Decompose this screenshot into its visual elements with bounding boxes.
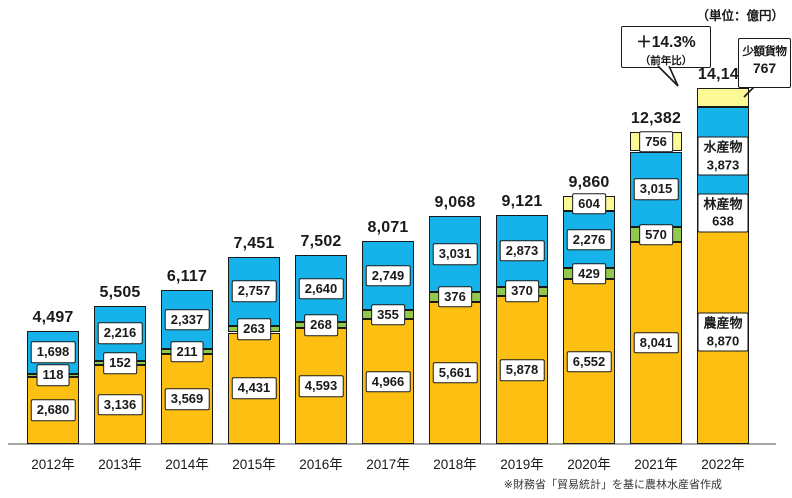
unit-label: （単位：億円） xyxy=(696,9,784,23)
x-axis-tick-2012年: 2012年 xyxy=(31,457,75,472)
small-parcel-value: 767 xyxy=(752,60,777,76)
segment-value-label-fish-2014年: 2,337 xyxy=(164,308,210,331)
segment-value-label-forest-2014年: 211 xyxy=(170,340,204,363)
segment-value-label-fish-2015年: 2,757 xyxy=(231,280,277,302)
yoy-change-value: ＋14.3% xyxy=(636,34,696,51)
x-axis-tick-2021年: 2021年 xyxy=(634,457,678,472)
x-axis-tick-2015年: 2015年 xyxy=(232,457,276,472)
segment-value-label-forest-2012年: 118 xyxy=(36,364,70,386)
callout-tail xyxy=(657,66,679,87)
segment-value-label-fish-2020年: 2,276 xyxy=(566,228,612,251)
segment-value-label-agri-2017年: 4,966 xyxy=(365,370,411,393)
x-axis-tick-2014年: 2014年 xyxy=(165,457,209,472)
segment-value-label-fish-2021年: 3,015 xyxy=(633,178,679,201)
bar-total-label-2022年: 14,148 xyxy=(697,66,749,83)
bar-total-label-2012年: 4,497 xyxy=(32,308,74,326)
segment-value-label-forest-2020年: 429 xyxy=(572,262,606,285)
bar-total-label-2013年: 5,505 xyxy=(99,283,141,301)
bar-total-label-2015年: 7,451 xyxy=(233,234,275,252)
bar-total-label-2021年: 12,382 xyxy=(630,110,682,128)
segment-value-label-fish-2022年: 水産物 3,873 xyxy=(697,136,749,176)
segment-value-label-agri-2018年: 5,661 xyxy=(432,362,478,384)
segment-value-label-fish-2019年: 2,873 xyxy=(499,239,545,262)
segment-value-label-small-2020年: 604 xyxy=(572,192,606,215)
segment-value-label-agri-2016年: 4,593 xyxy=(298,375,344,397)
bar-total-label-2020年: 9,860 xyxy=(568,173,610,191)
segment-value-label-fish-2012年: 1,698 xyxy=(30,341,76,363)
segment-value-label-agri-2020年: 6,552 xyxy=(566,350,612,373)
segment-value-label-agri-2013年: 3,136 xyxy=(97,393,143,416)
bar-segment-small-2022年 xyxy=(697,88,749,108)
segment-value-label-agri-2021年: 8,041 xyxy=(633,332,679,354)
bar-total-label-2017年: 8,071 xyxy=(367,218,409,236)
segment-value-label-agri-2012年: 2,680 xyxy=(30,399,76,422)
segment-value-label-small-2021年: 756 xyxy=(639,131,673,153)
segment-value-label-fish-2013年: 2,216 xyxy=(97,322,143,345)
x-axis-tick-2022年: 2022年 xyxy=(701,457,745,472)
segment-value-label-fish-2016年: 2,640 xyxy=(298,277,344,300)
x-axis-tick-2018年: 2018年 xyxy=(433,457,477,472)
bar-total-label-2019年: 9,121 xyxy=(501,192,543,210)
segment-value-label-fish-2017年: 2,749 xyxy=(365,264,411,287)
segment-value-label-forest-2013年: 152 xyxy=(103,352,137,374)
bar-total-label-2018年: 9,068 xyxy=(434,193,476,211)
source-note: ※財務省「貿易統計」を基に農林水産省作成 xyxy=(503,479,722,491)
segment-value-label-fish-2018年: 3,031 xyxy=(432,243,478,265)
segment-value-label-forest-2015年: 263 xyxy=(237,318,271,340)
segment-value-label-forest-2019年: 370 xyxy=(505,280,539,303)
small-parcel-callout: 少額貨物 767 xyxy=(738,38,791,88)
x-axis-tick-2016年: 2016年 xyxy=(299,457,343,472)
segment-value-label-forest-2016年: 268 xyxy=(304,314,338,336)
bar-total-label-2014年: 6,117 xyxy=(166,268,208,286)
segment-value-label-forest-2021年: 570 xyxy=(639,223,673,246)
bar-total-label-2016年: 7,502 xyxy=(300,233,342,251)
segment-value-label-forest-2018年: 376 xyxy=(438,286,472,308)
x-axis-tick-2013年: 2013年 xyxy=(98,457,142,472)
yoy-change-caption: （前年比） xyxy=(639,55,693,67)
x-axis-tick-2017年: 2017年 xyxy=(366,457,410,472)
x-axis-tick-2020年: 2020年 xyxy=(567,457,611,472)
segment-value-label-forest-2022年: 林産物 638 xyxy=(697,193,749,233)
yoy-change-callout: ＋14.3% （前年比） xyxy=(621,26,711,68)
segment-value-label-agri-2014年: 3,569 xyxy=(164,388,210,410)
x-axis-tick-2019年: 2019年 xyxy=(500,457,544,472)
segment-value-label-forest-2017年: 355 xyxy=(371,303,405,326)
callout-connector-line xyxy=(743,86,755,98)
segment-value-label-agri-2022年: 農産物 8,870 xyxy=(697,312,749,352)
x-axis-line xyxy=(8,443,776,445)
segment-value-label-agri-2019年: 5,878 xyxy=(499,359,545,381)
segment-value-label-agri-2015年: 4,431 xyxy=(231,377,277,400)
small-parcel-label: 少額貨物 xyxy=(742,46,788,58)
